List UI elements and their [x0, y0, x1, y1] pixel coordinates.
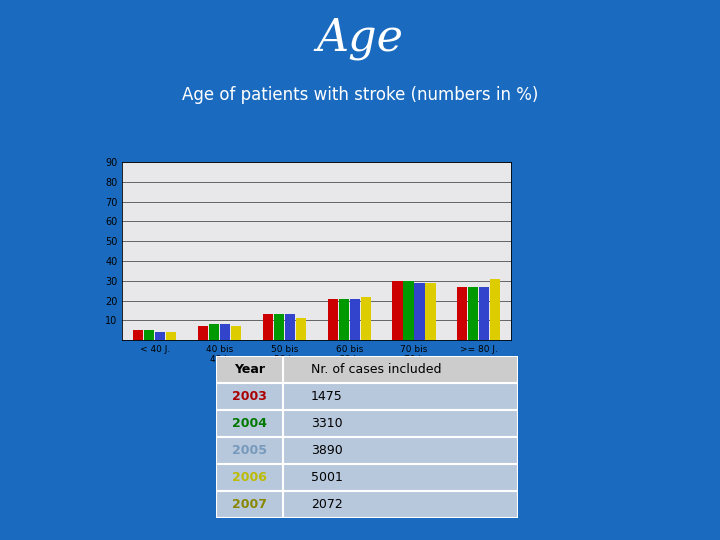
Bar [156, 332, 166, 340]
Text: 2004: 2004 [232, 417, 267, 430]
Bar [328, 299, 338, 340]
Bar [468, 287, 478, 340]
Text: Nr. of cases included: Nr. of cases included [311, 363, 441, 376]
Bar [220, 325, 230, 340]
Text: Age: Age [317, 17, 403, 59]
Bar [403, 281, 413, 340]
Text: 2072: 2072 [311, 498, 343, 511]
Text: 3890: 3890 [311, 444, 343, 457]
Bar [350, 299, 360, 340]
Bar [133, 330, 143, 340]
Bar [457, 287, 467, 340]
Bar [415, 283, 425, 340]
Bar [263, 314, 273, 340]
Bar [231, 326, 241, 340]
Bar [338, 299, 348, 340]
Bar [166, 332, 176, 340]
Text: 3310: 3310 [311, 417, 343, 430]
Bar [480, 287, 490, 340]
Text: 1475: 1475 [311, 390, 343, 403]
Bar [285, 314, 295, 340]
Bar [209, 325, 219, 340]
Text: Year: Year [234, 363, 265, 376]
Bar [361, 296, 371, 340]
Bar [296, 319, 306, 340]
Bar [198, 326, 208, 340]
Text: Age of patients with stroke (numbers in %): Age of patients with stroke (numbers in … [182, 86, 538, 104]
Text: 2007: 2007 [232, 498, 267, 511]
Bar [274, 314, 284, 340]
Text: 2005: 2005 [232, 444, 267, 457]
Bar [392, 281, 402, 340]
Text: 2003: 2003 [232, 390, 266, 403]
Bar [490, 279, 500, 340]
Text: 5001: 5001 [311, 471, 343, 484]
Bar [144, 330, 154, 340]
Bar [426, 283, 436, 340]
Text: 2006: 2006 [232, 471, 266, 484]
